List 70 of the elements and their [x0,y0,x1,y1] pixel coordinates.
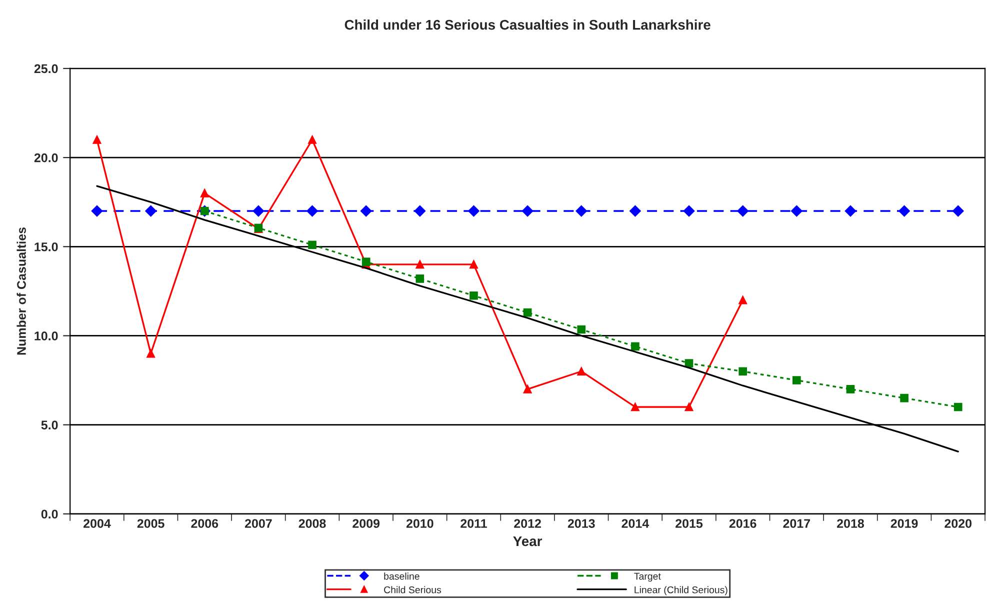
point [844,205,856,217]
point [683,205,695,217]
x-tick-label: 2008 [298,519,326,528]
x-tick-label: 2014 [622,519,650,528]
point [576,205,587,217]
legend-label: Child Serious [384,586,442,594]
y-tick-label: 10.0 [34,332,58,340]
point [360,205,372,217]
point [146,349,155,358]
x-axis-title: Year [513,536,542,546]
point [523,308,532,317]
point [200,189,209,198]
x-tick-label: 2017 [783,519,810,528]
x-tick-label: 2011 [460,519,487,528]
y-tick-label: 20.0 [34,153,58,162]
point [362,258,370,266]
point [308,136,316,144]
point [416,260,424,269]
legend-label: Target [634,572,661,582]
point [523,385,532,394]
x-tick-label: 2007 [244,519,272,528]
point [145,205,156,217]
x-tick-label: 2006 [191,519,218,528]
legend-label: baseline [384,572,420,580]
point [308,240,316,250]
point [630,205,641,217]
x-tick-label: 2013 [568,519,595,528]
y-tick-label: 5.0 [41,420,58,430]
point [306,205,318,217]
point [522,205,534,217]
x-tick-label: 2015 [676,519,703,528]
point [468,205,480,217]
point [791,205,802,217]
x-tick-label: 2019 [890,519,918,528]
point [898,205,910,217]
x-tick-label: 2018 [837,519,864,528]
y-tick-label: 25.0 [34,64,58,74]
y-axis-title: Number of Casualties [16,227,26,355]
text: Linear (Child Serious) [634,586,728,596]
point [414,205,426,217]
point [846,385,855,394]
point [631,342,640,351]
point [738,296,747,304]
point [92,136,102,144]
point [900,394,908,402]
chart-title: Child under 16 Serious Casualties in South Lanarkshire [344,20,710,30]
point [684,359,694,368]
y-tick-label: 15.0 [34,242,58,252]
point [416,274,424,283]
point [470,291,478,300]
x-tick-label: 2012 [514,519,541,528]
point [952,205,964,217]
x-tick-label: 2020 [944,519,972,528]
point [631,402,640,412]
point [737,205,748,217]
x-tick-label: 2009 [352,519,380,528]
point [470,260,478,269]
point [577,367,586,376]
x-tick-label: 2005 [137,519,164,528]
point [577,325,586,334]
point [738,367,747,376]
point [954,402,962,412]
point [792,376,801,384]
point [252,205,264,217]
x-tick-label: 2004 [84,519,111,528]
x-tick-label: 2010 [406,519,434,528]
x-tick-label: 2016 [729,519,756,528]
y-tick-label: 0.0 [41,510,58,519]
point [684,402,694,412]
point [91,205,103,217]
